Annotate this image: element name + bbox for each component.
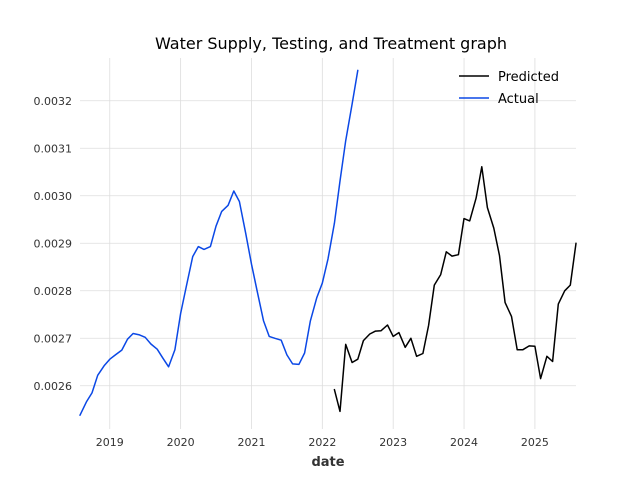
grid-lines: [80, 58, 576, 429]
y-tick-label: 0.0028: [34, 285, 73, 298]
y-tick-label: 0.0032: [34, 95, 73, 108]
y-tick-label: 0.0026: [34, 380, 73, 393]
legend-label-actual: Actual: [498, 92, 539, 107]
y-axis-ticks: 0.0026 0.0027 0.0028 0.0029 0.0030 0.0031 0.00…: [34, 95, 73, 393]
x-tick-label: 2019: [96, 436, 124, 449]
y-tick-label: 0.0027: [34, 332, 73, 345]
x-tick-label: 2024: [450, 436, 478, 449]
x-tick-label: 2023: [379, 436, 407, 449]
x-tick-label: 2020: [167, 436, 195, 449]
chart-title: Water Supply, Testing, and Treatment gra…: [155, 34, 507, 53]
y-tick-label: 0.0031: [34, 142, 73, 155]
y-tick-label: 0.0030: [34, 190, 73, 203]
series-line-predicted: [333, 166, 577, 413]
x-tick-label: 2025: [521, 436, 549, 449]
series-line-actual: [79, 69, 359, 416]
y-tick-label: 0.0029: [34, 237, 73, 250]
x-tick-label: 2021: [237, 436, 265, 449]
x-tick-label: 2022: [308, 436, 336, 449]
legend-label-predicted: Predicted: [498, 70, 559, 85]
series-lines: [79, 69, 577, 416]
x-axis-label: date: [311, 455, 344, 470]
legend: Predicted Actual: [459, 70, 559, 107]
x-axis-ticks: 2019 2020 2021 2022 2023 2024 2025: [96, 436, 549, 449]
